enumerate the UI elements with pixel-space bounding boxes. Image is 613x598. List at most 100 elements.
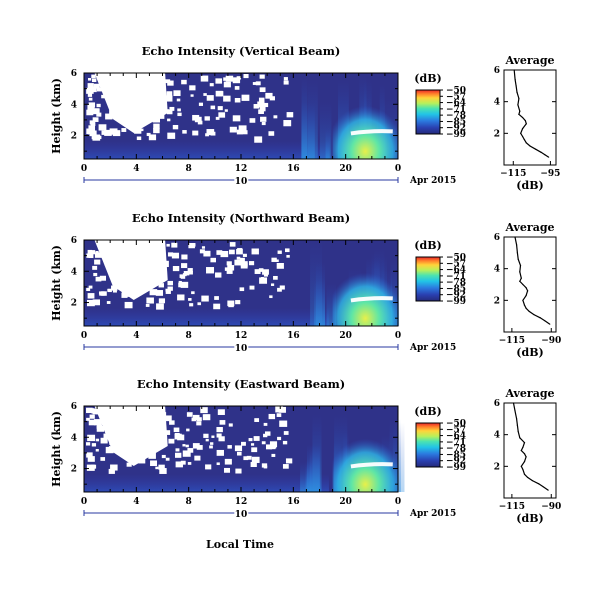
missing-data-cell xyxy=(258,97,265,103)
missing-data-cell xyxy=(126,462,132,467)
profile-y-tick-label: 4 xyxy=(494,98,500,108)
missing-data-cell xyxy=(161,454,166,459)
missing-data-cell xyxy=(273,115,278,119)
missing-data-cell xyxy=(206,267,215,274)
colorbar-gradient xyxy=(415,422,441,468)
profile-point xyxy=(527,290,529,292)
missing-data-cell xyxy=(200,407,208,414)
profile-x-label: (dB) xyxy=(516,346,543,359)
missing-data-cell xyxy=(268,413,276,420)
profile-point xyxy=(519,264,522,267)
missing-data-cell xyxy=(241,94,250,101)
missing-data-cell xyxy=(197,120,203,125)
x-tick-label: 0 xyxy=(81,164,87,174)
missing-data-cell xyxy=(169,420,175,425)
missing-data-cell xyxy=(181,254,188,260)
missing-data-cell xyxy=(239,257,245,262)
profile-point xyxy=(520,132,522,134)
profile-point xyxy=(525,294,527,297)
missing-data-cell xyxy=(87,93,93,97)
y-axis: 2 4 6 Height (km) xyxy=(50,402,398,487)
missing-data-cell xyxy=(188,271,193,275)
profile-point xyxy=(517,430,519,433)
x-tick-label: 20 xyxy=(339,164,352,174)
missing-data-cell xyxy=(199,249,205,254)
panel-3: Echo Intensity (Eastward Beam)0 4 8 12 16 20 0… xyxy=(50,377,561,525)
y-tick-label: 2 xyxy=(71,465,77,475)
missing-data-cell xyxy=(210,131,216,136)
missing-data-cell xyxy=(87,456,95,462)
missing-data-cell xyxy=(263,422,268,426)
panel-title: Echo Intensity (Northward Beam) xyxy=(132,211,350,225)
colorbar-tick-label: −78 xyxy=(446,444,466,454)
bright-band xyxy=(350,129,393,136)
missing-data-cell xyxy=(91,78,97,83)
missing-data-region xyxy=(94,73,168,133)
missing-data-cell xyxy=(216,462,220,466)
missing-data-cell xyxy=(203,250,211,257)
missing-data-cell xyxy=(261,441,266,445)
echo-plume xyxy=(326,283,336,326)
missing-data-cell xyxy=(210,442,214,445)
profile-point xyxy=(549,323,551,325)
missing-data-cell xyxy=(187,448,194,453)
missing-data-cell xyxy=(270,283,275,286)
profile-point xyxy=(519,110,521,112)
missing-data-cell xyxy=(106,301,111,304)
missing-data-cell xyxy=(264,431,271,436)
missing-data-cell xyxy=(149,289,158,296)
missing-data-cell xyxy=(107,288,112,292)
profile-point xyxy=(519,280,521,282)
missing-data-cell xyxy=(216,449,224,456)
colorbar-tick-label: −85 xyxy=(446,117,466,127)
profile-y-tick-label: 2 xyxy=(494,129,500,139)
profile-point xyxy=(516,91,518,93)
profile-point xyxy=(523,139,526,141)
colorbar-tick-label: −71 xyxy=(446,105,466,115)
missing-data-cell xyxy=(181,79,187,85)
profile-point xyxy=(523,453,526,455)
colorbar-tick-label: −71 xyxy=(446,438,466,448)
echo-plume xyxy=(301,77,308,159)
missing-data-cell xyxy=(180,275,186,279)
colorbar-tick-label: −50 xyxy=(446,419,466,429)
missing-data-cell xyxy=(240,261,248,267)
missing-data-cell xyxy=(269,295,273,299)
y-axis-label: Height (km) xyxy=(50,411,63,487)
missing-data-cell xyxy=(92,134,101,141)
profile-point xyxy=(538,483,540,485)
missing-data-cell xyxy=(93,83,100,89)
missing-data-cell xyxy=(251,456,260,463)
missing-data-cell xyxy=(86,407,93,414)
y-tick-label: 6 xyxy=(71,236,77,246)
missing-data-cell xyxy=(91,443,97,447)
missing-data-cell xyxy=(223,95,231,102)
missing-data-cell xyxy=(92,265,98,270)
missing-data-region xyxy=(94,240,168,300)
colorbar-tick-label: −92 xyxy=(446,291,466,301)
missing-data-cell xyxy=(223,81,231,88)
missing-data-cell xyxy=(211,435,215,438)
missing-data-cell xyxy=(87,83,94,89)
surface-echo xyxy=(84,474,329,492)
missing-data-cell xyxy=(92,117,99,122)
missing-data-cell xyxy=(121,128,127,132)
missing-data-cell xyxy=(92,299,100,306)
x-tick-label: 0 xyxy=(81,497,87,507)
colorbar-tick-label: −57 xyxy=(446,259,466,269)
missing-data-cell xyxy=(155,290,164,296)
missing-data-cell xyxy=(100,437,108,444)
missing-data-cell xyxy=(220,250,229,258)
missing-data-cell xyxy=(91,74,96,79)
x-tick-label: 0 xyxy=(395,331,401,341)
profile-title: Average xyxy=(504,54,554,67)
missing-data-cell xyxy=(98,291,103,295)
missing-data-cell xyxy=(206,95,214,101)
profile-x-label: (dB) xyxy=(516,179,543,192)
missing-data-cell xyxy=(258,268,264,272)
missing-data-cell xyxy=(203,93,207,96)
missing-data-cell xyxy=(269,96,275,101)
missing-data-cell xyxy=(232,77,241,84)
colorbar-tick-label: −57 xyxy=(446,425,466,435)
missing-data-cell xyxy=(241,441,246,446)
